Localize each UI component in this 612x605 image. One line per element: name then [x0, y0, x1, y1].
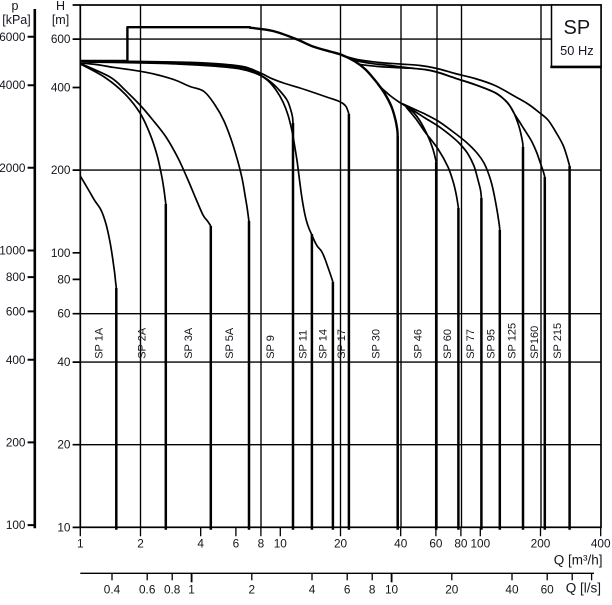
- svg-text:2000: 2000: [0, 161, 26, 175]
- svg-text:60: 60: [541, 582, 555, 596]
- svg-text:80: 80: [454, 536, 468, 550]
- svg-text:80: 80: [57, 272, 71, 286]
- svg-text:SP 17: SP 17: [336, 329, 348, 359]
- svg-text:4: 4: [197, 536, 204, 550]
- svg-text:200: 200: [6, 435, 26, 449]
- svg-text:6: 6: [344, 582, 351, 596]
- svg-text:2: 2: [137, 536, 144, 550]
- svg-text:40: 40: [505, 582, 519, 596]
- svg-text:4000: 4000: [0, 78, 26, 92]
- svg-text:SP: SP: [564, 17, 591, 39]
- svg-text:SP 95: SP 95: [486, 329, 498, 359]
- svg-text:10: 10: [274, 536, 288, 550]
- svg-text:[kPa]: [kPa]: [2, 13, 31, 27]
- svg-text:SP 3A: SP 3A: [183, 327, 195, 359]
- svg-text:SP 11: SP 11: [297, 330, 309, 359]
- svg-text:200: 200: [531, 536, 551, 550]
- svg-text:200: 200: [51, 163, 71, 177]
- svg-text:400: 400: [6, 353, 26, 367]
- svg-text:SP160: SP160: [529, 326, 541, 359]
- svg-text:Q [m³/h]: Q [m³/h]: [554, 553, 603, 568]
- svg-text:100: 100: [6, 518, 26, 532]
- svg-text:20: 20: [57, 438, 71, 452]
- svg-text:SP 60: SP 60: [442, 329, 454, 359]
- svg-text:1: 1: [77, 536, 84, 550]
- svg-text:1000: 1000: [0, 244, 26, 258]
- svg-text:6: 6: [233, 536, 240, 550]
- svg-text:0.8: 0.8: [164, 582, 181, 596]
- svg-text:400: 400: [51, 80, 71, 94]
- svg-text:40: 40: [394, 536, 408, 550]
- svg-text:6000: 6000: [0, 30, 26, 44]
- svg-text:0.4: 0.4: [104, 582, 121, 596]
- svg-text:100: 100: [51, 246, 71, 260]
- svg-text:600: 600: [6, 304, 26, 318]
- svg-text:SP 14: SP 14: [317, 329, 329, 359]
- svg-text:4: 4: [309, 582, 316, 596]
- svg-text:20: 20: [445, 582, 459, 596]
- svg-text:SP 9: SP 9: [265, 335, 277, 359]
- svg-text:2: 2: [248, 582, 255, 596]
- svg-text:SP 77: SP 77: [465, 329, 477, 359]
- svg-text:H: H: [56, 0, 65, 13]
- svg-text:SP 5A: SP 5A: [224, 327, 236, 359]
- svg-text:SP 1A: SP 1A: [94, 327, 106, 359]
- svg-text:40: 40: [57, 355, 71, 369]
- svg-text:20: 20: [334, 536, 348, 550]
- svg-text:8: 8: [369, 582, 376, 596]
- svg-text:[m]: [m]: [52, 13, 69, 27]
- svg-text:SP 46: SP 46: [413, 329, 425, 359]
- svg-text:SP 215: SP 215: [552, 323, 564, 359]
- svg-text:10: 10: [57, 520, 71, 534]
- svg-text:0.6: 0.6: [139, 582, 156, 596]
- svg-text:100: 100: [470, 536, 490, 550]
- svg-text:800: 800: [6, 270, 26, 284]
- svg-text:p: p: [12, 0, 19, 13]
- svg-text:8: 8: [258, 536, 265, 550]
- svg-text:60: 60: [57, 307, 71, 321]
- svg-text:10: 10: [385, 582, 399, 596]
- svg-text:SP 30: SP 30: [371, 329, 383, 359]
- svg-text:SP 2A: SP 2A: [137, 327, 149, 359]
- svg-text:1: 1: [188, 582, 195, 596]
- svg-text:SP 125: SP 125: [506, 323, 518, 359]
- svg-text:Q [l/s]: Q [l/s]: [566, 581, 601, 596]
- svg-text:50 Hz: 50 Hz: [560, 43, 593, 58]
- svg-text:600: 600: [51, 32, 71, 46]
- svg-text:60: 60: [429, 536, 443, 550]
- svg-text:400: 400: [591, 536, 611, 550]
